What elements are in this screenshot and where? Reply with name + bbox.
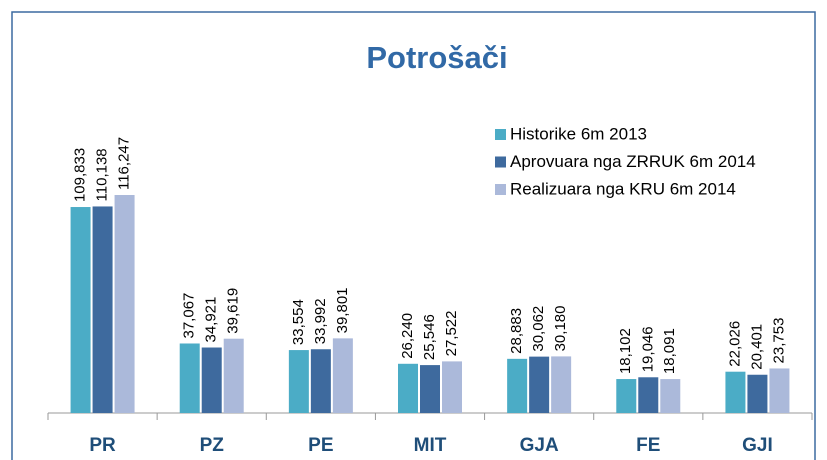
bar	[114, 195, 135, 413]
legend-label: Aprovuara nga ZRRUK 6m 2014	[510, 152, 756, 171]
data-label: 109,833	[72, 148, 89, 202]
bar	[551, 356, 572, 413]
bar	[179, 343, 200, 413]
data-label: 34,921	[203, 297, 220, 343]
chart-title: Potrošači	[366, 40, 507, 75]
x-tick-label: GJA	[520, 435, 559, 456]
bar	[660, 379, 681, 413]
data-label: 39,619	[225, 288, 242, 334]
bar	[442, 361, 462, 413]
data-label: 30,062	[530, 306, 547, 352]
data-label: 20,401	[748, 324, 765, 370]
bar	[398, 363, 418, 413]
bar	[92, 206, 113, 413]
data-label: 30,180	[552, 306, 569, 352]
legend-swatch	[495, 129, 506, 140]
x-tick-label: PR	[89, 435, 116, 456]
legend-label: Historike 6m 2013	[510, 124, 647, 143]
bar	[310, 349, 331, 413]
legend-swatch	[495, 184, 506, 195]
data-label: 28,883	[508, 308, 525, 354]
data-label: 39,801	[334, 287, 351, 333]
bar	[725, 371, 746, 413]
bar	[529, 356, 550, 413]
data-label: 22,026	[726, 321, 743, 367]
bar	[201, 347, 222, 413]
bar	[288, 350, 309, 413]
bar	[638, 377, 659, 413]
bar	[332, 338, 353, 413]
data-label: 110,138	[94, 148, 111, 201]
bar	[616, 379, 637, 413]
bar	[420, 365, 440, 413]
data-label: 23,753	[770, 318, 787, 364]
bar	[769, 368, 790, 413]
data-label: 116,247	[116, 137, 133, 190]
x-tick-label: GJI	[742, 435, 773, 456]
bar	[70, 207, 91, 413]
legend-label: Realizuara nga KRU 6m 2014	[510, 179, 736, 198]
bar	[223, 338, 244, 413]
bar	[507, 358, 528, 413]
bar	[747, 374, 768, 413]
data-label: 26,240	[399, 313, 416, 359]
data-label: 33,554	[290, 299, 307, 345]
data-label: 27,522	[443, 310, 460, 356]
data-label: 18,102	[617, 328, 634, 374]
data-label: 18,091	[661, 328, 678, 374]
x-tick-label: MIT	[414, 435, 447, 456]
x-tick-label: PZ	[200, 435, 225, 456]
data-label: 37,067	[181, 293, 198, 339]
legend-swatch	[495, 156, 506, 168]
data-label: 33,992	[312, 298, 329, 344]
data-label: 19,046	[639, 326, 656, 372]
x-tick-label: FE	[636, 435, 660, 456]
x-tick-label: PE	[308, 435, 333, 456]
data-label: 25,546	[421, 314, 438, 360]
